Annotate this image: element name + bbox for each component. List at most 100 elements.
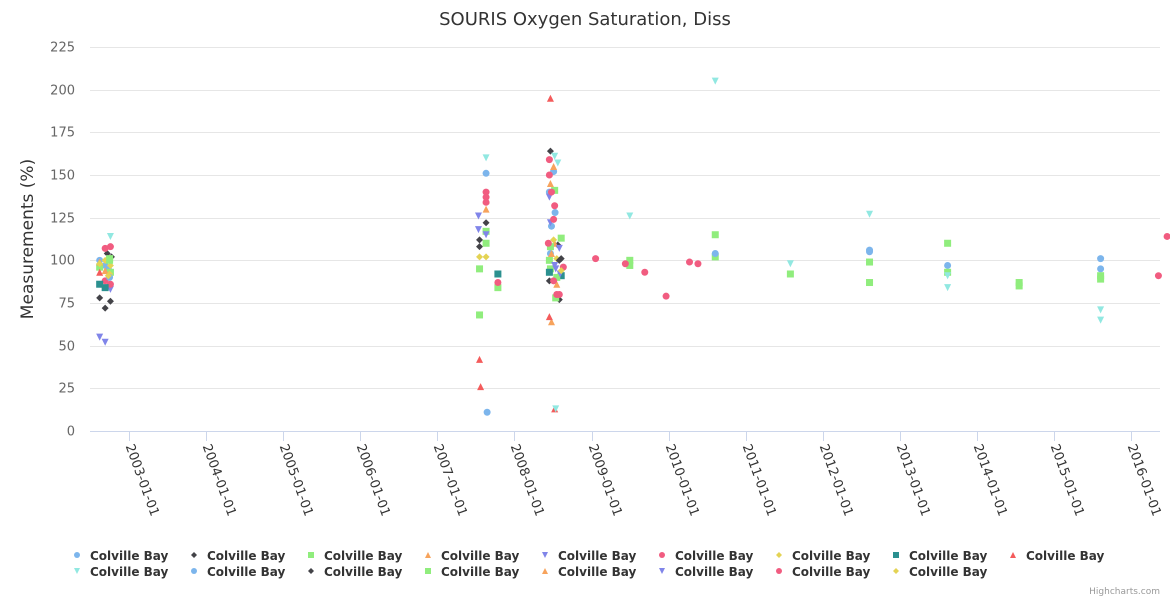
data-point[interactable] bbox=[546, 243, 554, 251]
data-point[interactable] bbox=[944, 284, 952, 292]
data-point[interactable] bbox=[1154, 272, 1162, 280]
data-point[interactable] bbox=[545, 156, 553, 164]
data-point[interactable] bbox=[555, 244, 563, 252]
data-point[interactable] bbox=[551, 186, 559, 194]
data-point[interactable] bbox=[1097, 316, 1105, 324]
data-point[interactable] bbox=[106, 232, 114, 240]
data-point[interactable] bbox=[476, 236, 484, 244]
data-point[interactable] bbox=[555, 290, 563, 298]
data-point[interactable] bbox=[482, 231, 490, 239]
data-point[interactable] bbox=[494, 284, 502, 292]
data-point[interactable] bbox=[96, 333, 104, 341]
legend-item[interactable]: Colville Bay bbox=[308, 549, 403, 563]
data-point[interactable] bbox=[866, 248, 874, 256]
data-point[interactable] bbox=[551, 202, 559, 210]
data-point[interactable] bbox=[621, 260, 629, 268]
data-point[interactable] bbox=[1097, 275, 1105, 283]
data-point[interactable] bbox=[476, 243, 484, 251]
data-point[interactable] bbox=[552, 405, 560, 413]
data-point[interactable] bbox=[552, 294, 560, 302]
legend-item[interactable]: Colville Bay bbox=[659, 565, 754, 579]
data-point[interactable] bbox=[944, 239, 952, 247]
data-point[interactable] bbox=[626, 261, 634, 269]
data-point[interactable] bbox=[474, 212, 482, 220]
data-point[interactable] bbox=[106, 285, 114, 293]
data-point[interactable] bbox=[786, 270, 794, 278]
data-point[interactable] bbox=[101, 244, 109, 252]
data-point[interactable] bbox=[476, 265, 484, 273]
data-point[interactable] bbox=[550, 162, 558, 170]
data-point[interactable] bbox=[1097, 255, 1105, 263]
data-point[interactable] bbox=[1015, 282, 1023, 290]
data-point[interactable] bbox=[96, 260, 104, 268]
data-point[interactable] bbox=[592, 255, 600, 263]
data-point[interactable] bbox=[553, 273, 561, 281]
legend-item[interactable]: Colville Bay bbox=[191, 549, 286, 563]
data-point[interactable] bbox=[96, 294, 104, 302]
data-point[interactable] bbox=[626, 212, 634, 220]
data-point[interactable] bbox=[482, 193, 490, 201]
data-point[interactable] bbox=[474, 226, 482, 234]
data-point[interactable] bbox=[106, 280, 114, 288]
credits-link[interactable]: Highcharts.com bbox=[1089, 587, 1160, 597]
legend-item[interactable]: Colville Bay bbox=[776, 565, 871, 579]
data-point[interactable] bbox=[101, 284, 109, 292]
data-point[interactable] bbox=[711, 231, 719, 239]
data-point[interactable] bbox=[96, 268, 104, 276]
data-point[interactable] bbox=[482, 188, 490, 196]
data-point[interactable] bbox=[551, 261, 559, 269]
data-point[interactable] bbox=[557, 267, 565, 275]
data-point[interactable] bbox=[482, 239, 490, 247]
legend-item[interactable]: Colville Bay bbox=[425, 565, 520, 579]
data-point[interactable] bbox=[494, 279, 502, 287]
data-point[interactable] bbox=[101, 267, 109, 275]
legend-item[interactable]: Colville Bay bbox=[659, 549, 754, 563]
data-point[interactable] bbox=[476, 311, 484, 319]
data-point[interactable] bbox=[641, 268, 649, 276]
data-point[interactable] bbox=[694, 260, 702, 268]
data-point[interactable] bbox=[482, 219, 490, 227]
legend-item[interactable]: Colville Bay bbox=[308, 565, 403, 579]
legend-item[interactable]: Colville Bay bbox=[542, 549, 637, 563]
data-point[interactable] bbox=[551, 152, 559, 160]
data-point[interactable] bbox=[1097, 265, 1105, 273]
legend-item[interactable]: Colville Bay bbox=[893, 565, 988, 579]
data-point[interactable] bbox=[550, 277, 558, 285]
data-point[interactable] bbox=[944, 261, 952, 269]
data-point[interactable] bbox=[104, 272, 112, 280]
legend-item[interactable]: Colville Bay bbox=[542, 565, 637, 579]
data-point[interactable] bbox=[545, 171, 553, 179]
data-point[interactable] bbox=[106, 256, 114, 264]
data-point[interactable] bbox=[482, 253, 490, 261]
legend-item[interactable]: Colville Bay bbox=[74, 549, 169, 563]
data-point[interactable] bbox=[477, 383, 485, 391]
data-point[interactable] bbox=[494, 270, 502, 278]
data-point[interactable] bbox=[1097, 306, 1105, 314]
data-point[interactable] bbox=[482, 169, 490, 177]
legend-item[interactable]: Colville Bay bbox=[425, 549, 520, 563]
data-point[interactable] bbox=[1163, 232, 1170, 240]
data-point[interactable] bbox=[476, 355, 484, 363]
data-point[interactable] bbox=[550, 236, 558, 244]
legend-item[interactable]: Colville Bay bbox=[74, 565, 169, 579]
data-point[interactable] bbox=[546, 180, 554, 188]
data-point[interactable] bbox=[557, 272, 565, 280]
data-point[interactable] bbox=[546, 94, 554, 102]
data-point[interactable] bbox=[545, 256, 553, 264]
data-point[interactable] bbox=[106, 243, 114, 251]
data-point[interactable] bbox=[482, 154, 490, 162]
data-point[interactable] bbox=[711, 250, 719, 258]
legend-item[interactable]: Colville Bay bbox=[191, 565, 286, 579]
data-point[interactable] bbox=[547, 318, 555, 326]
data-point[interactable] bbox=[483, 408, 491, 416]
data-point[interactable] bbox=[551, 209, 559, 217]
data-point[interactable] bbox=[101, 304, 109, 312]
data-point[interactable] bbox=[545, 268, 553, 276]
data-point[interactable] bbox=[544, 239, 552, 247]
data-point[interactable] bbox=[686, 258, 694, 266]
data-point[interactable] bbox=[101, 338, 109, 346]
data-point[interactable] bbox=[866, 210, 874, 218]
data-point[interactable] bbox=[106, 297, 114, 305]
data-point[interactable] bbox=[545, 313, 553, 321]
data-point[interactable] bbox=[547, 250, 555, 258]
